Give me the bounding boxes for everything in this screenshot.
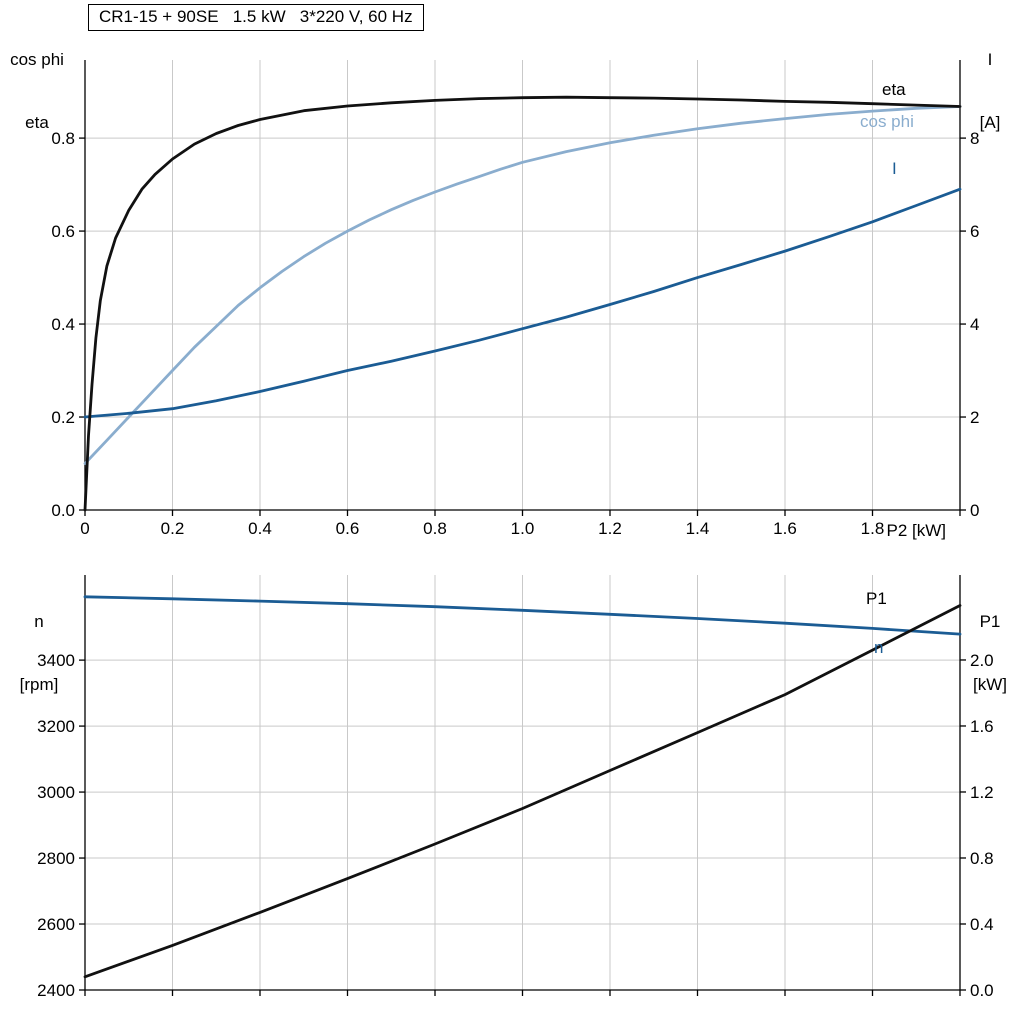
- svg-text:3200: 3200: [37, 717, 75, 736]
- svg-text:3400: 3400: [37, 651, 75, 670]
- svg-text:1.0: 1.0: [511, 519, 535, 538]
- svg-text:0: 0: [970, 501, 979, 520]
- svg-text:2: 2: [970, 408, 979, 427]
- svg-text:1.6: 1.6: [970, 717, 994, 736]
- svg-text:0.2: 0.2: [51, 408, 75, 427]
- svg-text:0: 0: [80, 519, 89, 538]
- svg-text:1.6: 1.6: [773, 519, 797, 538]
- svg-text:4: 4: [970, 315, 979, 334]
- curve-label-cosphi: cos phi: [860, 112, 914, 131]
- curve-label-n: n: [874, 638, 884, 657]
- axis-title-current: I: [987, 49, 993, 69]
- svg-text:2600: 2600: [37, 915, 75, 934]
- svg-text:0.8: 0.8: [970, 849, 994, 868]
- svg-text:6: 6: [970, 222, 979, 241]
- svg-text:0.6: 0.6: [336, 519, 360, 538]
- svg-text:3000: 3000: [37, 783, 75, 802]
- svg-text:0.2: 0.2: [161, 519, 185, 538]
- svg-text:1.2: 1.2: [598, 519, 622, 538]
- svg-text:0.4: 0.4: [51, 315, 75, 334]
- svg-text:0.4: 0.4: [970, 915, 994, 934]
- axis-title-p1-unit: [kW]: [973, 675, 1007, 695]
- bottom-right-axis-title: P1 [kW]: [960, 568, 1020, 717]
- curve-label-eta: eta: [882, 80, 906, 99]
- svg-text:0.0: 0.0: [970, 981, 994, 1000]
- axis-title-eta: eta: [25, 113, 49, 133]
- curve-label-current: I: [892, 159, 897, 178]
- top-right-axis-title: I [A]: [962, 6, 1018, 155]
- svg-text:1.2: 1.2: [970, 783, 994, 802]
- svg-text:0.8: 0.8: [51, 129, 75, 148]
- bottom-left-axis-title: n [rpm]: [8, 568, 70, 717]
- svg-text:0.4: 0.4: [248, 519, 272, 538]
- axis-title-speed: n: [34, 611, 44, 631]
- svg-text:2.0: 2.0: [970, 651, 994, 670]
- curve-label-p1: P1: [866, 589, 887, 608]
- x-axis-title: P2 [kW]: [886, 521, 946, 540]
- axis-title-speed-unit: [rpm]: [19, 675, 59, 695]
- axis-title-current-unit: [A]: [979, 113, 1001, 133]
- chart-title: CR1-15 + 90SE 1.5 kW 3*220 V, 60 Hz: [88, 4, 424, 31]
- svg-text:2800: 2800: [37, 849, 75, 868]
- svg-text:8: 8: [970, 129, 979, 148]
- svg-text:1.8: 1.8: [861, 519, 885, 538]
- svg-text:2400: 2400: [37, 981, 75, 1000]
- svg-text:0.8: 0.8: [423, 519, 447, 538]
- axis-title-p1: P1: [979, 611, 1001, 631]
- axis-title-cosphi: cos phi: [10, 49, 64, 69]
- svg-text:1.4: 1.4: [686, 519, 710, 538]
- svg-text:0.6: 0.6: [51, 222, 75, 241]
- svg-text:0.0: 0.0: [51, 501, 75, 520]
- top-left-axis-title: cos phi eta: [4, 6, 70, 155]
